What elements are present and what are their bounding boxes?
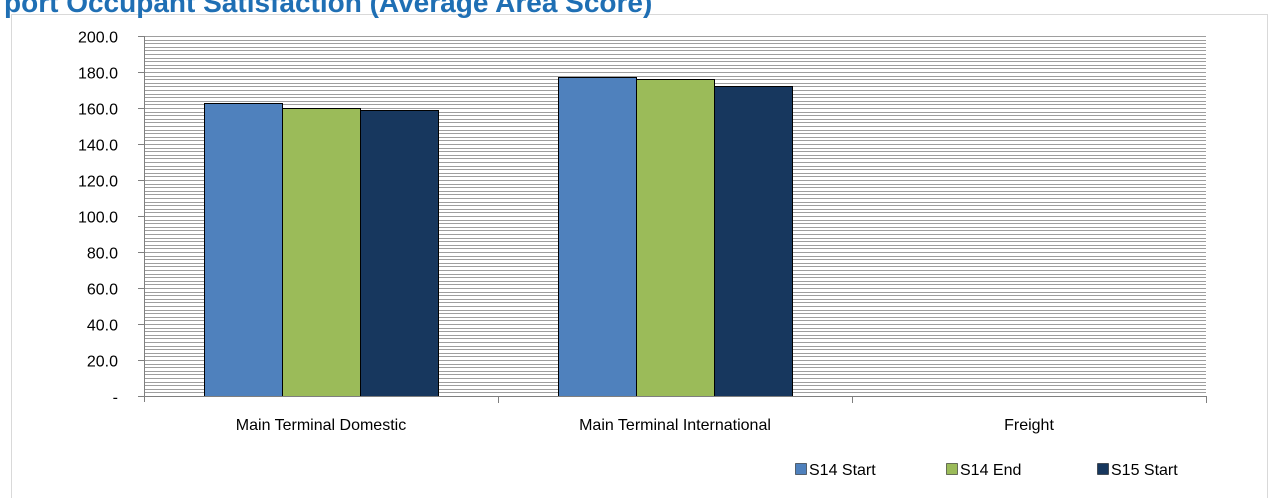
y-tick-label: 160.0 <box>78 102 118 119</box>
legend-label: S14 Start <box>809 462 876 479</box>
bar-s15-start <box>360 110 439 397</box>
legend-swatch <box>795 463 807 475</box>
bar-s15-start <box>714 86 793 397</box>
legend-label: S14 End <box>960 462 1021 479</box>
y-tick-label: 140.0 <box>78 138 118 155</box>
x-category-label: Main Terminal International <box>579 417 771 434</box>
legend: S14 Start S14 End S15 Start <box>795 462 1178 479</box>
y-tick-label: 200.0 <box>78 30 118 47</box>
bar-s14-end <box>282 108 361 397</box>
x-category-labels: Main Terminal Domestic Main Terminal Inte… <box>236 417 1055 434</box>
bar-s14-start <box>558 77 637 397</box>
y-tick-label: 100.0 <box>78 210 118 227</box>
legend-label: S15 Start <box>1111 462 1178 479</box>
y-tick-labels: - 20.0 40.0 60.0 80.0 100.0 120.0 140.0 160.0 180… <box>78 30 118 407</box>
y-tick-label: 80.0 <box>87 246 118 263</box>
legend-swatch <box>1097 463 1109 475</box>
bar-s14-start <box>204 103 283 397</box>
chart-title: port Occupant Satisfaction (Average Area… <box>4 0 653 18</box>
y-tick-label: - <box>113 390 118 407</box>
y-tick-label: 180.0 <box>78 66 118 83</box>
y-tick-label: 20.0 <box>87 354 118 371</box>
legend-swatch <box>946 463 958 475</box>
x-category-label: Freight <box>1004 417 1054 434</box>
y-tick-label: 60.0 <box>87 282 118 299</box>
y-tick-label: 120.0 <box>78 174 118 191</box>
bars <box>204 77 793 397</box>
x-category-label: Main Terminal Domestic <box>236 417 406 434</box>
y-tick-label: 40.0 <box>87 318 118 335</box>
bar-s14-end <box>636 79 715 397</box>
axes <box>138 36 1207 403</box>
